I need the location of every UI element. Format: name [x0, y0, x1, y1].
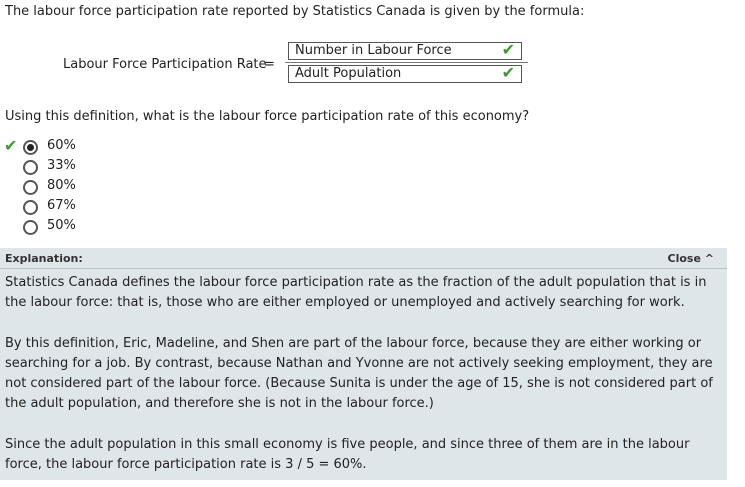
numerator-value: Number in Labour Force [295, 43, 452, 58]
formula-label: Labour Force Participation Rate [63, 57, 267, 72]
radio-button[interactable] [23, 180, 38, 195]
choice-label: 67% [47, 198, 76, 213]
denominator-value: Adult Population [295, 66, 402, 81]
choice-label: 60% [47, 138, 76, 153]
intro-text: The labour force participation rate repo… [5, 4, 585, 19]
choice-option[interactable]: ✔ 60% [0, 138, 120, 158]
radio-button[interactable] [23, 200, 38, 215]
check-icon: ✔ [501, 63, 515, 82]
fraction-bar [285, 62, 528, 63]
check-icon: ✔ [501, 40, 515, 59]
choice-label: 50% [47, 218, 76, 233]
radio-button-selected[interactable] [23, 140, 38, 155]
choice-label: 33% [47, 158, 76, 173]
explanation-paragraph: Since the adult population in this small… [5, 437, 690, 472]
choice-option[interactable]: 67% [0, 198, 120, 218]
equals-sign: = [264, 57, 275, 72]
choice-option[interactable]: 80% [0, 178, 120, 198]
explanation-header: Explanation: Close ^ [0, 248, 727, 269]
check-icon: ✔ [4, 136, 18, 155]
choice-option[interactable]: 50% [0, 218, 120, 238]
choice-option[interactable]: 33% [0, 158, 120, 178]
denominator-answer-field[interactable]: Adult Population ✔ [288, 65, 522, 83]
numerator-answer-field[interactable]: Number in Labour Force ✔ [288, 42, 522, 60]
choice-label: 80% [47, 178, 76, 193]
radio-button[interactable] [23, 220, 38, 235]
explanation-paragraph: By this definition, Eric, Madeline, and … [5, 336, 713, 411]
close-button[interactable]: Close ^ [667, 252, 714, 265]
explanation-paragraph: Statistics Canada defines the labour for… [5, 275, 707, 310]
radio-button[interactable] [23, 160, 38, 175]
explanation-title: Explanation: [5, 252, 83, 265]
explanation-panel: Explanation: Close ^ Statistics Canada d… [0, 248, 727, 480]
question-text: Using this definition, what is the labou… [5, 109, 530, 124]
